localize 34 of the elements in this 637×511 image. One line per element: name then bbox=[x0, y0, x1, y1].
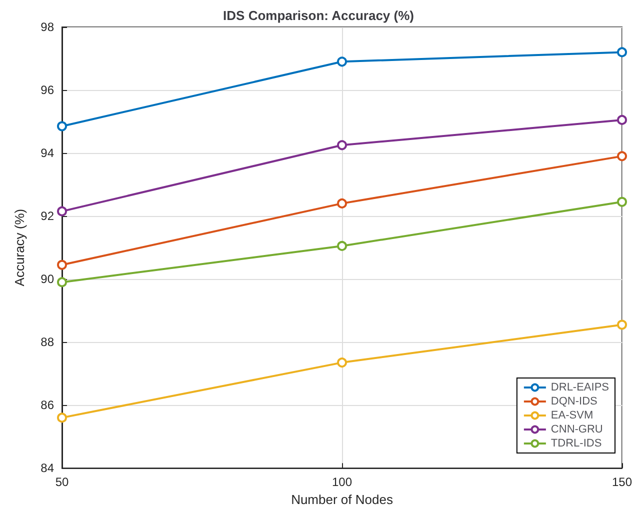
y-tick-label: 86 bbox=[40, 398, 54, 412]
point bbox=[337, 140, 347, 150]
point bbox=[617, 151, 627, 162]
point bbox=[57, 121, 67, 132]
point bbox=[57, 206, 67, 216]
y-tick-label: 92 bbox=[40, 209, 54, 224]
point bbox=[57, 412, 67, 423]
point bbox=[617, 47, 627, 58]
point bbox=[337, 56, 347, 67]
x-axis-title: Number of Nodes bbox=[291, 492, 394, 507]
y-tick-label: 98 bbox=[40, 20, 54, 34]
point bbox=[337, 358, 347, 368]
y-axis-title: Accuracy (%) bbox=[12, 208, 27, 286]
y-tick-label: 84 bbox=[40, 461, 54, 476]
y-tick-label: 96 bbox=[40, 83, 54, 98]
legend-label: EA-SVM bbox=[550, 410, 594, 422]
point bbox=[617, 196, 627, 207]
point bbox=[57, 260, 67, 270]
point bbox=[57, 277, 67, 288]
point bbox=[337, 240, 347, 251]
legend-label: TDRL-IDS bbox=[550, 438, 602, 450]
y-tick-label: 88 bbox=[40, 335, 54, 350]
chart-title: IDS Comparison: Accuracy (%) bbox=[223, 8, 414, 23]
x-tick-label: 50 bbox=[55, 475, 69, 490]
legend-label: CNN-GRU bbox=[550, 424, 603, 436]
legend-label: DQN-IDS bbox=[550, 396, 598, 408]
x-tick-label: 150 bbox=[612, 475, 632, 490]
y-tick-label: 94 bbox=[40, 146, 54, 160]
point bbox=[617, 320, 627, 330]
x-tick-label: 100 bbox=[332, 475, 352, 490]
point bbox=[617, 114, 627, 125]
legend-label: DRL-EAIPS bbox=[550, 382, 610, 394]
y-tick-label: 90 bbox=[40, 272, 54, 286]
point bbox=[337, 198, 347, 208]
